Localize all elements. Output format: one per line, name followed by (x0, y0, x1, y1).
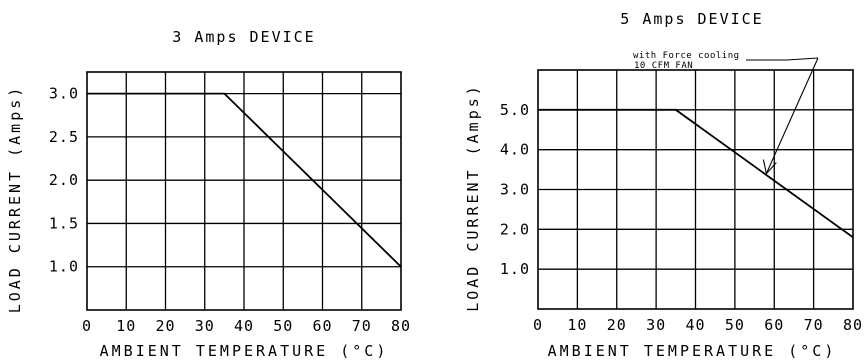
x-tick-label: 40 (234, 317, 254, 335)
y-tick-label: 3.0 (49, 85, 79, 103)
derating-curve (538, 108, 854, 239)
y-tick-label: 1.5 (49, 214, 79, 232)
x-tick-label: 50 (273, 317, 293, 335)
y-tick-label: 2.5 (49, 128, 79, 146)
y-tick-label: 1.0 (500, 260, 530, 278)
x-tick-label: 0 (82, 317, 92, 335)
x-tick-label: 30 (646, 316, 666, 334)
y-tick-label: 2.0 (500, 220, 530, 238)
x-tick-label: 50 (725, 316, 745, 334)
annotation-line-2: 10 CFM FAN (634, 61, 693, 71)
annotation-line-1: with Force cooling (633, 51, 740, 61)
y-tick-label: 5.0 (500, 101, 530, 119)
x-axis-label: AMBIENT TEMPERATURE (°C) (548, 342, 837, 360)
x-tick-label: 80 (391, 317, 411, 335)
y-tick-label: 2.0 (49, 171, 79, 189)
y-axis-label: LOAD CURRENT (Amps) (464, 83, 482, 312)
chart-2: 5 Amps DEVICE 0 10 20 30 40 50 60 70 80 1.0 2.0 3.0 4… (464, 10, 863, 360)
x-tick-label: 70 (352, 317, 372, 335)
x-tick-label: 60 (764, 316, 784, 334)
y-tick-label: 3.0 (500, 181, 530, 199)
plot-frame (537, 69, 854, 310)
annotation-arrowhead (762, 159, 777, 175)
x-tick-label: 10 (116, 317, 136, 335)
chart-title: 5 Amps DEVICE (620, 10, 763, 28)
chart-1: 3 Amps DEVICE 0 10 20 30 40 50 60 70 80 1.0 1.5 2.0 2… (6, 28, 411, 360)
annotation-arrow-line (765, 57, 819, 174)
x-tick-label: 20 (155, 317, 175, 335)
chart-title: 3 Amps DEVICE (172, 28, 315, 46)
x-tick-label: 40 (685, 316, 705, 334)
plot-frame (86, 71, 402, 311)
x-axis-label: AMBIENT TEMPERATURE (°C) (100, 342, 389, 360)
x-tick-label: 60 (312, 317, 332, 335)
x-tick-label: 20 (607, 316, 627, 334)
y-tick-label: 4.0 (500, 141, 530, 159)
derating-curve (87, 92, 402, 268)
x-tick-label: 0 (533, 316, 543, 334)
y-axis-label: LOAD CURRENT (Amps) (6, 85, 24, 314)
x-tick-label: 10 (567, 316, 587, 334)
y-tick-label: 1.0 (49, 258, 79, 276)
x-tick-label: 30 (195, 317, 215, 335)
annotation-leader (746, 57, 819, 61)
x-tick-label: 70 (804, 316, 824, 334)
x-tick-label: 80 (843, 316, 863, 334)
